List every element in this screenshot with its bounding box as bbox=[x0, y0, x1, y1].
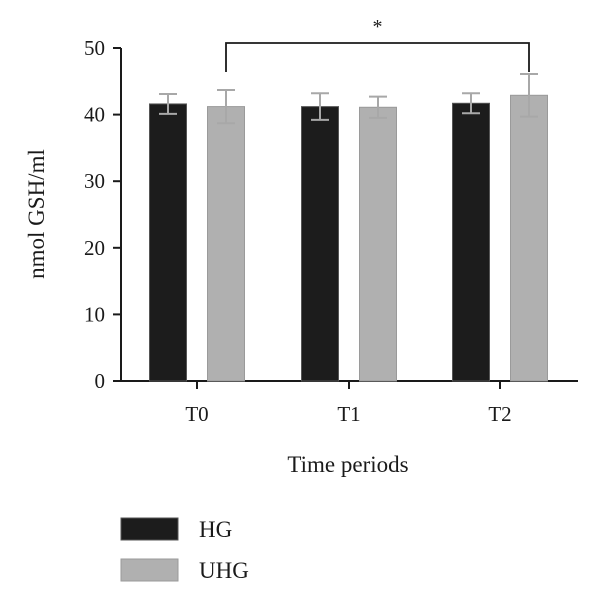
x-tick-label: T0 bbox=[185, 402, 208, 426]
bars bbox=[149, 72, 548, 382]
y-axis-title: nmol GSH/ml bbox=[24, 149, 49, 279]
legend-swatch-hg bbox=[120, 517, 179, 541]
axes: 0 10 20 30 40 50 T0 T1 T2 Time periods nmol GSH/ml… bbox=[24, 16, 578, 477]
significance-bracket bbox=[225, 42, 530, 72]
significance-label: * bbox=[373, 16, 383, 38]
legend-label-uhg: UHG bbox=[199, 558, 249, 583]
x-tick-label: T1 bbox=[337, 402, 360, 426]
y-tick-label: 20 bbox=[84, 236, 105, 260]
legend: HG UHG bbox=[120, 517, 249, 583]
legend-swatch-uhg bbox=[120, 558, 179, 582]
y-tick-label: 30 bbox=[84, 169, 105, 193]
y-tick-label: 0 bbox=[95, 369, 106, 393]
bar-hg bbox=[149, 103, 187, 382]
y-tick-label: 10 bbox=[84, 302, 105, 326]
bar-hg bbox=[452, 102, 490, 382]
x-tick-label: T2 bbox=[488, 402, 511, 426]
legend-label-hg: HG bbox=[199, 517, 232, 542]
bar-uhg bbox=[359, 106, 397, 382]
y-tick-label: 50 bbox=[84, 36, 105, 60]
y-tick-label: 40 bbox=[84, 103, 105, 127]
bar-uhg bbox=[207, 106, 245, 382]
x-axis-title: Time periods bbox=[287, 452, 408, 477]
bar-uhg bbox=[510, 94, 548, 382]
bar-hg bbox=[301, 106, 339, 382]
